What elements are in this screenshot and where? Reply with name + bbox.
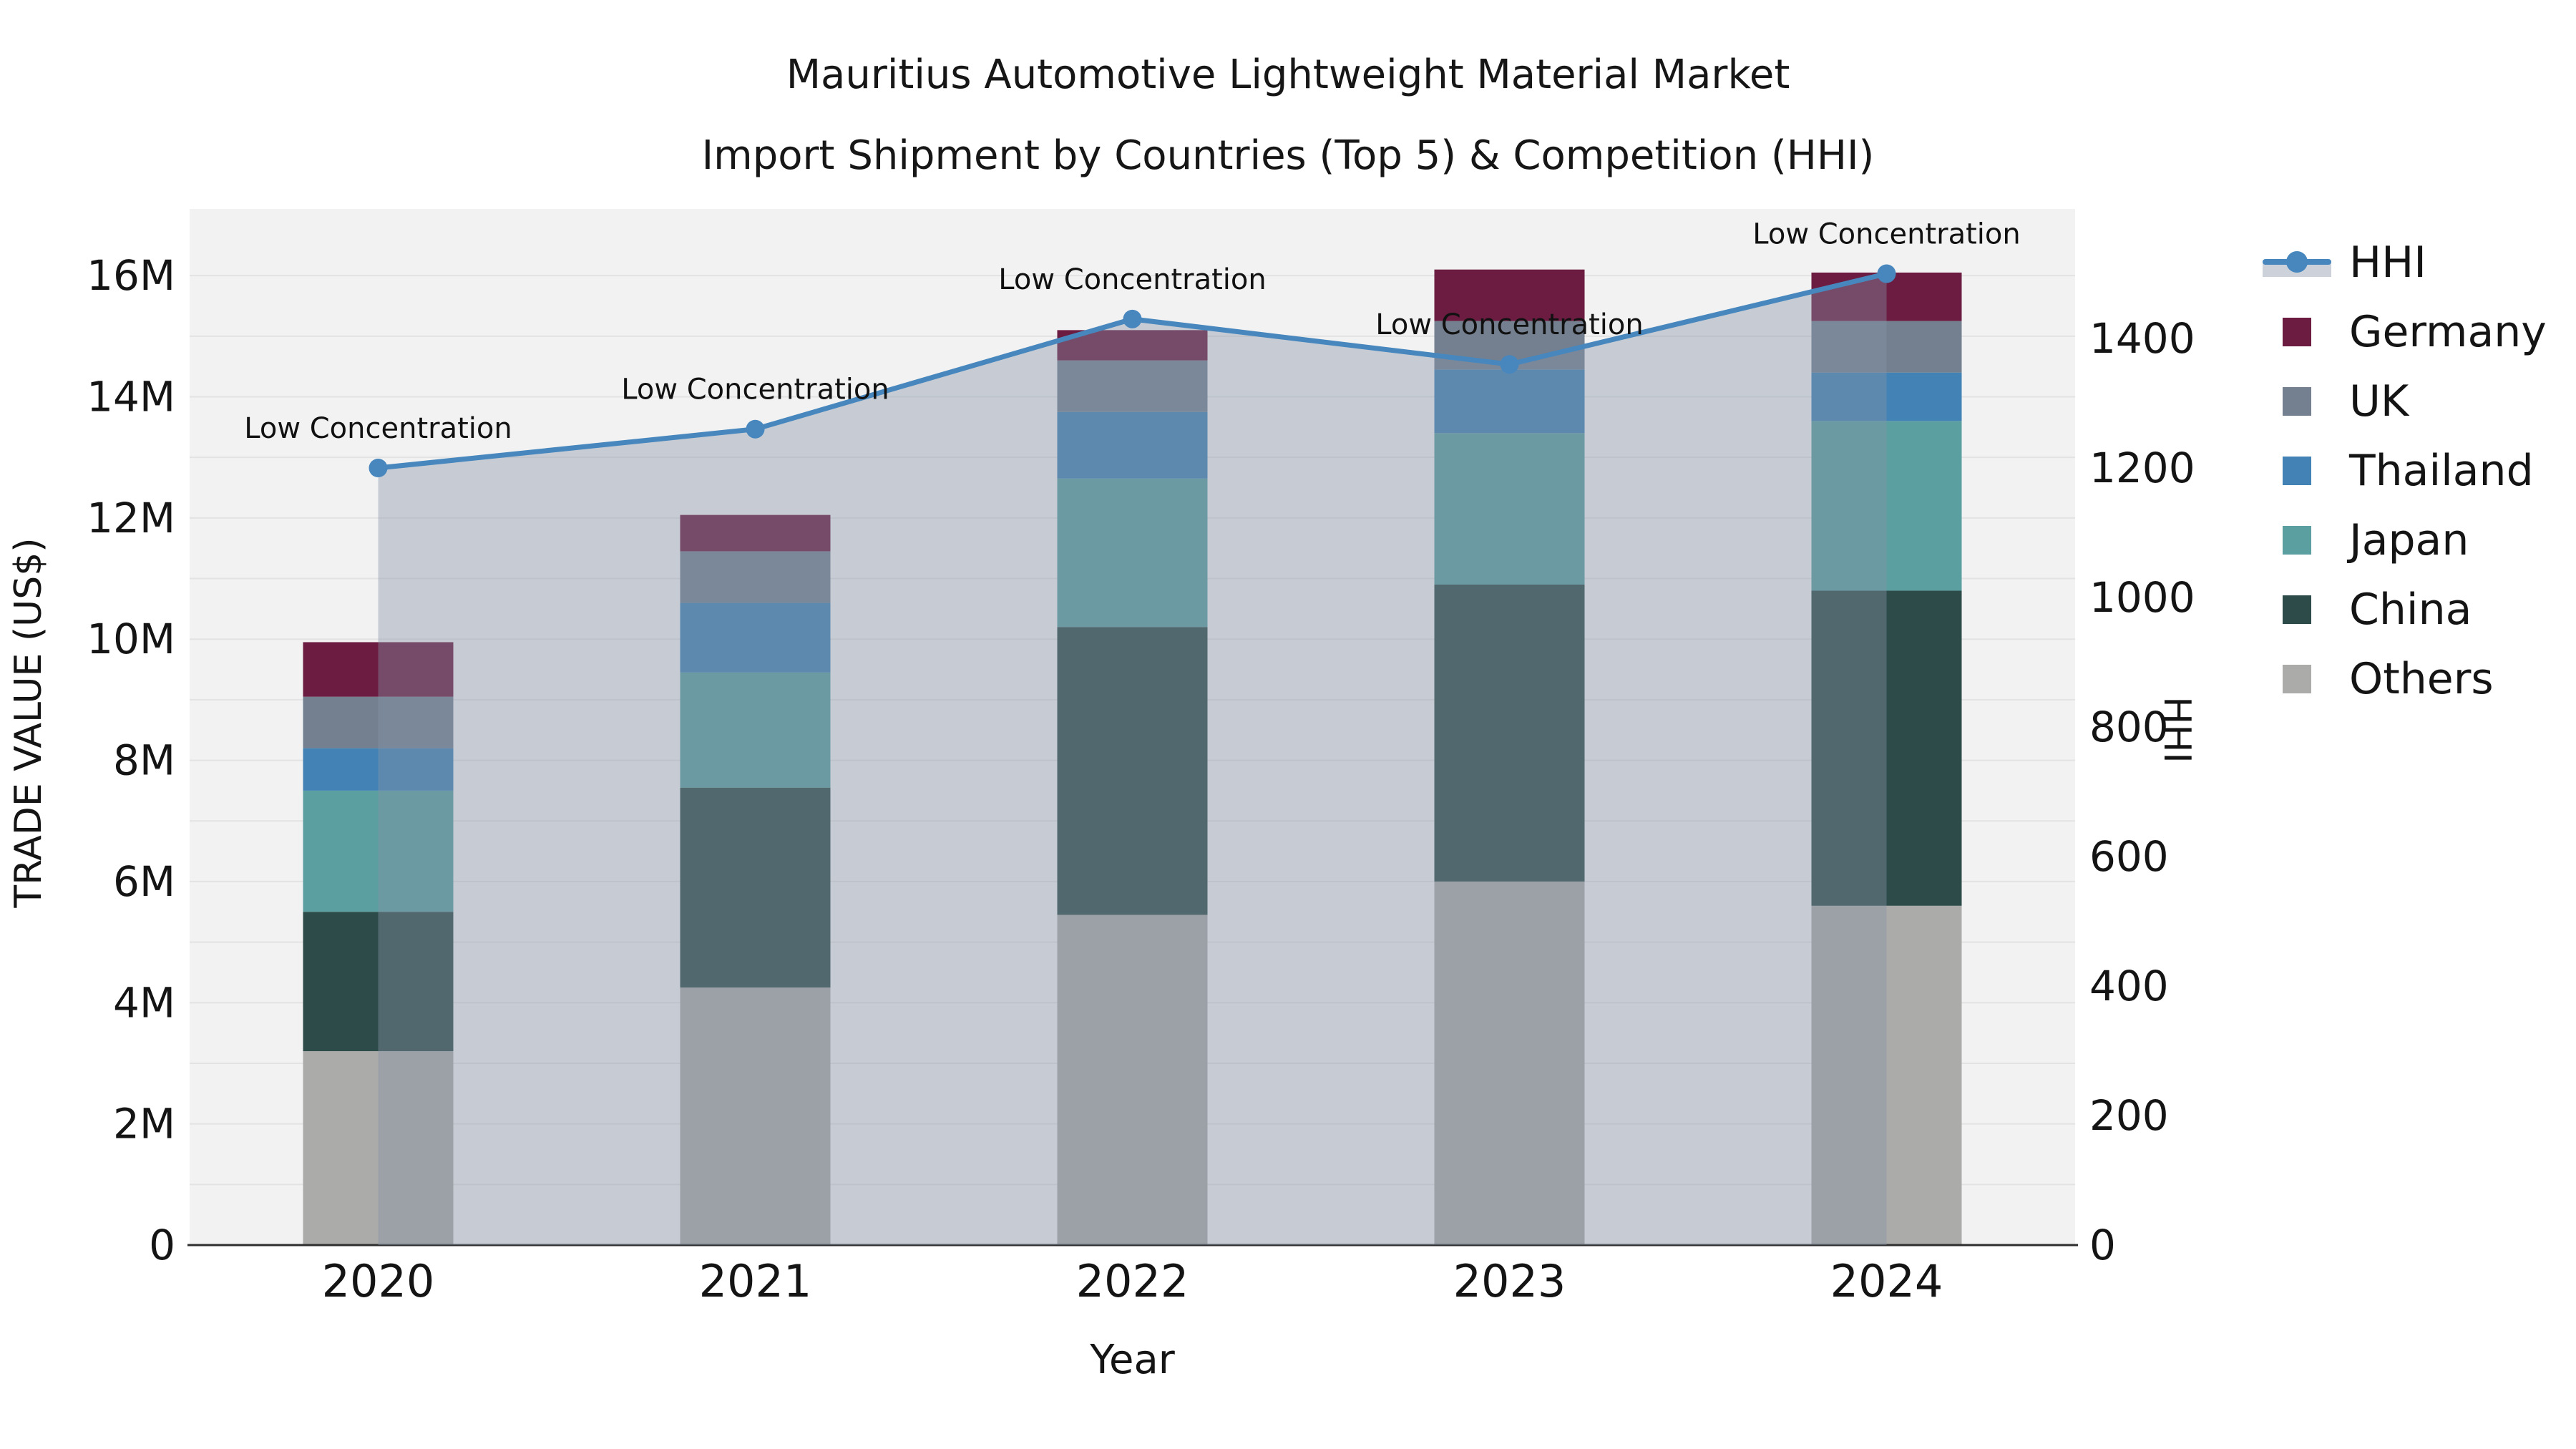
y-right-tick-1200: 1200	[2089, 444, 2195, 492]
legend-item-japan: Japan	[2258, 505, 2547, 575]
others-color-swatch-icon	[2283, 664, 2311, 693]
legend-label: HHI	[2349, 237, 2426, 288]
bar-segment-uk-2021	[680, 551, 831, 603]
bar-segment-germany-2023	[1434, 269, 1585, 321]
legend-label: Others	[2349, 653, 2494, 704]
y-left-tick-2M: 2M	[113, 1100, 175, 1148]
y-right-tick-0: 0	[2089, 1221, 2116, 1269]
y-right-tick-200: 200	[2089, 1091, 2169, 1140]
legend-swatch-pad	[2258, 386, 2336, 416]
bar-segment-japan-2021	[680, 672, 831, 788]
bar-segment-japan-2022	[1057, 478, 1208, 628]
thailand-color-swatch-icon	[2283, 456, 2311, 485]
legend-swatch-pad	[2258, 525, 2336, 555]
x-tick-2021: 2021	[699, 1255, 812, 1307]
legend: HHI Germany UK Thailand Japan China Others	[2258, 228, 2547, 713]
y-left-tick-8M: 8M	[113, 736, 175, 785]
y-left-tick-4M: 4M	[113, 978, 175, 1027]
legend-item-germany: Germany	[2258, 297, 2547, 366]
uk-color-swatch-icon	[2283, 386, 2311, 416]
bar-segment-china-2020	[303, 912, 454, 1052]
bar-segment-others-2024	[1811, 905, 1962, 1245]
hhi-area-fill	[378, 273, 1887, 1245]
y-left-tick-12M: 12M	[87, 494, 175, 542]
bar-segment-uk-2022	[1057, 360, 1208, 412]
x-tick-2024: 2024	[1830, 1255, 1943, 1307]
bar-segment-others-2021	[680, 987, 831, 1245]
x-tick-2022: 2022	[1076, 1255, 1189, 1307]
bar-segment-germany-2020	[303, 642, 454, 697]
legend-label: Japan	[2349, 514, 2469, 565]
germany-color-swatch-icon	[2283, 317, 2311, 346]
bar-segment-china-2021	[680, 787, 831, 988]
hhi-line-legend-icon	[2263, 247, 2331, 278]
legend-item-china: China	[2258, 575, 2547, 644]
bar-segment-thailand-2020	[303, 748, 454, 791]
x-tick-2023: 2023	[1453, 1255, 1566, 1307]
legend-swatch-pad	[2258, 456, 2336, 485]
hhi-point-2020	[369, 459, 388, 477]
hhi-point-2023	[1500, 355, 1519, 374]
legend-label: China	[2349, 584, 2472, 635]
legend-swatch-pad	[2258, 595, 2336, 624]
bar-segment-china-2024	[1811, 590, 1962, 906]
y-left-tick-16M: 16M	[87, 251, 175, 300]
x-axis-title: Year	[1090, 1337, 1175, 1383]
bar-segment-china-2022	[1057, 627, 1208, 915]
annotation-2024: Low Concentration	[1752, 218, 2020, 251]
legend-swatch-pad	[2258, 664, 2336, 693]
annotation-2022: Low Concentration	[998, 263, 1266, 296]
bar-segment-japan-2024	[1811, 421, 1962, 591]
y-right-tick-1400: 1400	[2089, 314, 2195, 363]
hhi-point-2022	[1123, 309, 1142, 328]
y-right-tick-1000: 1000	[2089, 573, 2195, 622]
hhi-point-2021	[746, 419, 765, 439]
y-left-tick-10M: 10M	[87, 615, 175, 663]
bar-segment-china-2023	[1434, 585, 1585, 882]
y-left-tick-14M: 14M	[87, 373, 175, 421]
legend-item-hhi: HHI	[2258, 228, 2547, 297]
legend-item-thailand: Thailand	[2258, 436, 2547, 505]
y-right-tick-600: 600	[2089, 832, 2169, 881]
bar-segment-thailand-2024	[1811, 372, 1962, 421]
chart-subtitle: Import Shipment by Countries (Top 5) & C…	[701, 132, 1875, 179]
annotation-2023: Low Concentration	[1375, 308, 1643, 341]
annotation-2021: Low Concentration	[621, 374, 889, 406]
legend-item-uk: UK	[2258, 366, 2547, 436]
legend-swatch-pad	[2258, 317, 2336, 346]
y-axis-title-right: HHI	[2155, 696, 2198, 763]
bar-segment-thailand-2022	[1057, 411, 1208, 479]
bar-segment-thailand-2021	[680, 602, 831, 673]
legend-label: Thailand	[2349, 445, 2534, 496]
bar-segment-uk-2024	[1811, 321, 1962, 373]
chart-title: Mauritius Automotive Lightweight Materia…	[786, 52, 1790, 98]
x-tick-2020: 2020	[322, 1255, 435, 1307]
bar-segment-others-2022	[1057, 914, 1208, 1245]
y-right-tick-800: 800	[2089, 703, 2169, 751]
bar-segment-uk-2020	[303, 696, 454, 748]
bar-segment-japan-2020	[303, 790, 454, 912]
china-color-swatch-icon	[2283, 595, 2311, 624]
legend-label: UK	[2349, 376, 2409, 426]
annotation-2020: Low Concentration	[244, 412, 512, 445]
y-axis-title-left: TRADE VALUE (US$)	[7, 537, 50, 908]
y-right-tick-400: 400	[2089, 962, 2169, 1010]
bar-segment-japan-2023	[1434, 433, 1585, 585]
legend-item-others: Others	[2258, 644, 2547, 713]
legend-label: Germany	[2349, 306, 2547, 357]
y-left-tick-0: 0	[149, 1221, 175, 1269]
hhi-point-2024	[1877, 264, 1896, 283]
bar-segment-germany-2021	[680, 514, 831, 552]
bar-segment-thailand-2023	[1434, 369, 1585, 434]
japan-color-swatch-icon	[2283, 525, 2311, 555]
bar-segment-others-2020	[303, 1051, 454, 1245]
y-left-tick-6M: 6M	[113, 857, 175, 906]
bar-segment-others-2023	[1434, 881, 1585, 1245]
